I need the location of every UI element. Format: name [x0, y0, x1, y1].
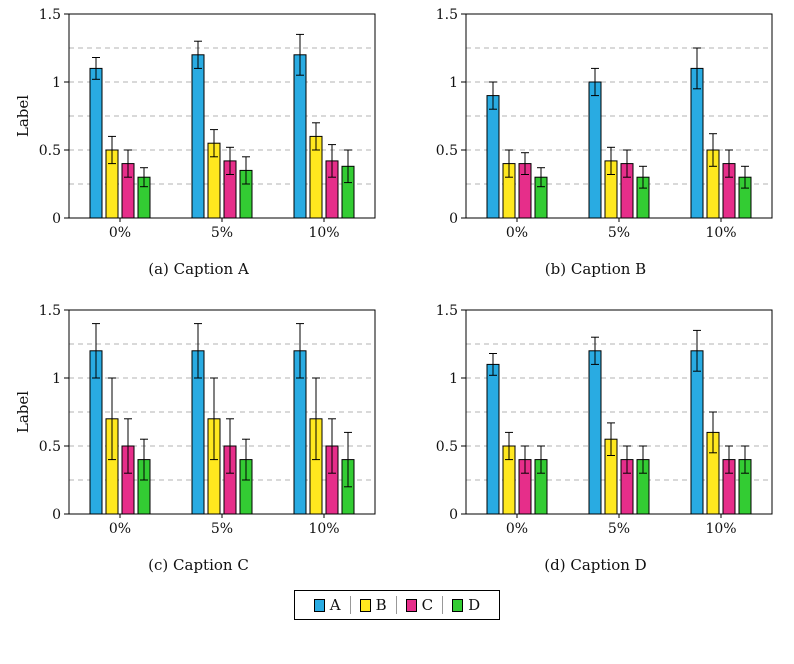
y-axis-label: Label: [14, 391, 32, 433]
legend-label: B: [375, 596, 387, 614]
bar-chart-d: 0% 5% 10% 0 0.5 1 1.5: [435, 303, 772, 537]
x-tick-label: 10%: [705, 225, 736, 241]
bar-A: [486, 363, 499, 515]
legend-item-C: C: [395, 596, 442, 614]
x-tick-label: 5%: [210, 225, 232, 241]
subplot-caption-c: (c) Caption C: [148, 556, 249, 574]
bar-A: [486, 95, 499, 219]
bar-A: [690, 67, 703, 219]
legend-item-D: D: [442, 596, 489, 614]
legend-row: A B C D: [0, 590, 794, 620]
y-tick-label: 0: [52, 507, 61, 523]
y-tick-label: 0.5: [38, 439, 60, 455]
legend-swatch: [452, 598, 464, 612]
bar-chart-b: 0% 5% 10% 0 0.5 1 1.5: [435, 7, 772, 241]
y-tick-label: 1: [449, 75, 458, 91]
axis-box: [68, 13, 375, 219]
legend: A B C D: [293, 590, 501, 620]
y-tick-label: 0.5: [435, 143, 457, 159]
x-tick-label: 10%: [308, 225, 339, 241]
subplot-caption-a: (a) Caption A: [148, 260, 249, 278]
x-tick-label: 10%: [705, 521, 736, 537]
x-tick-label: 5%: [210, 521, 232, 537]
legend-swatch: [405, 598, 417, 612]
y-tick-label: 1: [449, 371, 458, 387]
axis-box: [68, 309, 375, 515]
bar-chart-c: 0% 5% 10% 0 0.5 1 1.5 Label: [14, 303, 375, 537]
y-tick-label: 0: [449, 507, 458, 523]
x-tick-label: 0%: [505, 521, 527, 537]
axis-box: [465, 309, 772, 515]
y-tick-label: 0.5: [38, 143, 60, 159]
subplot-c: 0% 5% 10% 0 0.5 1 1.5 Label (c) Caption C: [0, 300, 397, 574]
y-tick-label: 0: [52, 211, 61, 227]
x-tick-label: 10%: [308, 521, 339, 537]
subplot-a: 0% 5% 10% 0 0.5 1 1.5 Label (a) Caption A: [0, 4, 397, 278]
y-tick-label: 1.5: [435, 303, 457, 319]
legend-label: D: [468, 596, 481, 614]
legend-label: C: [421, 596, 434, 614]
legend-label: A: [329, 596, 341, 614]
legend-item-B: B: [349, 596, 396, 614]
x-tick-label: 0%: [108, 521, 130, 537]
bar-A: [588, 350, 601, 515]
bar-A: [690, 350, 703, 515]
x-tick-label: 0%: [108, 225, 130, 241]
bar-A: [191, 54, 204, 219]
y-tick-label: 0: [449, 211, 458, 227]
bar-A: [293, 54, 306, 219]
legend-swatch: [313, 598, 325, 612]
legend-item-A: A: [305, 596, 350, 614]
y-tick-label: 1: [52, 371, 61, 387]
y-tick-label: 0.5: [435, 439, 457, 455]
subplot-grid: 0% 5% 10% 0 0.5 1 1.5 Label (a) Caption A 0% 5% 1…: [0, 4, 794, 574]
bar-chart-a: 0% 5% 10% 0 0.5 1 1.5 Label: [14, 7, 375, 241]
subplot-caption-d: (d) Caption D: [544, 556, 647, 574]
subplot-d: 0% 5% 10% 0 0.5 1 1.5 (d) Caption D: [397, 300, 794, 574]
y-tick-label: 1.5: [38, 303, 60, 319]
bar-A: [89, 67, 102, 219]
subplot-b: 0% 5% 10% 0 0.5 1 1.5 (b) Caption B: [397, 4, 794, 278]
legend-swatch: [359, 598, 371, 612]
axis-box: [465, 13, 772, 219]
y-axis-label: Label: [14, 95, 32, 137]
bar-A: [588, 81, 601, 219]
x-tick-label: 0%: [505, 225, 527, 241]
subplot-caption-b: (b) Caption B: [544, 260, 647, 278]
y-tick-label: 1: [52, 75, 61, 91]
y-tick-label: 1.5: [435, 7, 457, 23]
x-tick-label: 5%: [607, 225, 629, 241]
y-tick-label: 1.5: [38, 7, 60, 23]
x-tick-label: 5%: [607, 521, 629, 537]
